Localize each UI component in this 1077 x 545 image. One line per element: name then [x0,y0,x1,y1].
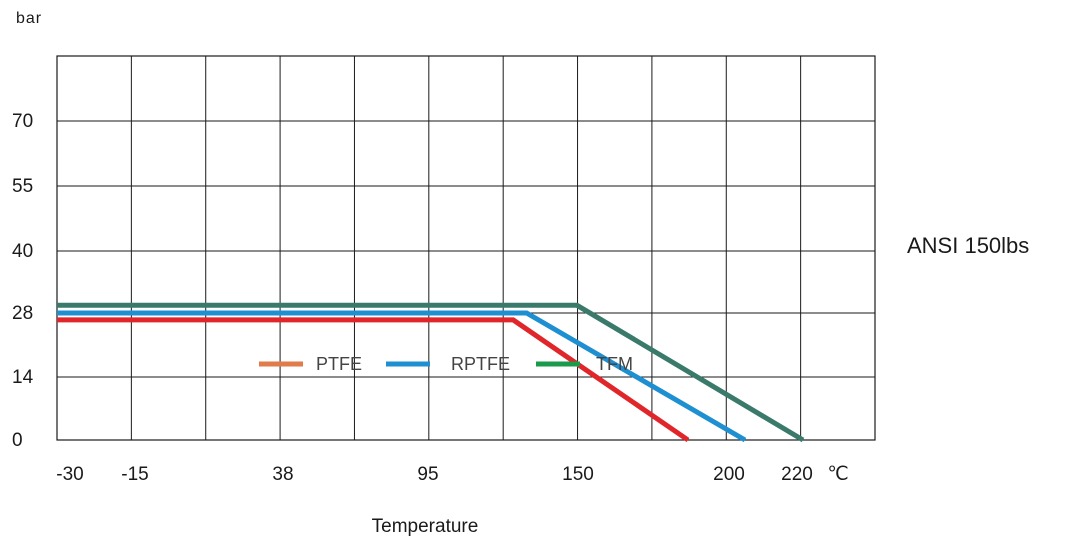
x-tick-label: 95 [417,464,438,485]
x-tick-label: 150 [562,464,594,485]
series-line-tfm [57,302,805,443]
legend-label-rptfe: RPTFE [451,354,510,374]
x-tick-label: 38 [272,464,293,485]
x-tick-label: -30 [56,464,83,485]
y-axis-label: bar [16,10,42,27]
y-tick-label: 40 [12,241,33,262]
y-tick-label: 14 [12,367,34,388]
axis-labels: bar Temperature ℃ ANSI 150lbs 0 14 28 40 55 7… [12,10,1029,537]
x-tick-label: 200 [713,464,745,485]
y-tick-label: 0 [12,430,23,451]
series-line-rptfe [57,310,747,443]
y-tick-label: 28 [12,303,33,324]
y-tick-label: 70 [12,111,33,132]
x-unit-label: ℃ [827,464,848,485]
x-tick-label: 220 [781,464,813,485]
series-line-ptfe [57,317,690,443]
plot-frame [56,55,876,441]
rating-label: ANSI 150lbs [907,233,1029,258]
series-lines [57,302,805,443]
legend-label-ptfe: PTFE [316,354,362,374]
y-tick-label: 55 [12,176,33,197]
x-axis-label: Temperature [372,516,479,537]
grid [56,55,876,441]
legend-label-tfm: TFM [596,354,633,374]
x-tick-label: -15 [121,464,148,485]
legend: PTFE RPTFE TFM [259,354,633,374]
